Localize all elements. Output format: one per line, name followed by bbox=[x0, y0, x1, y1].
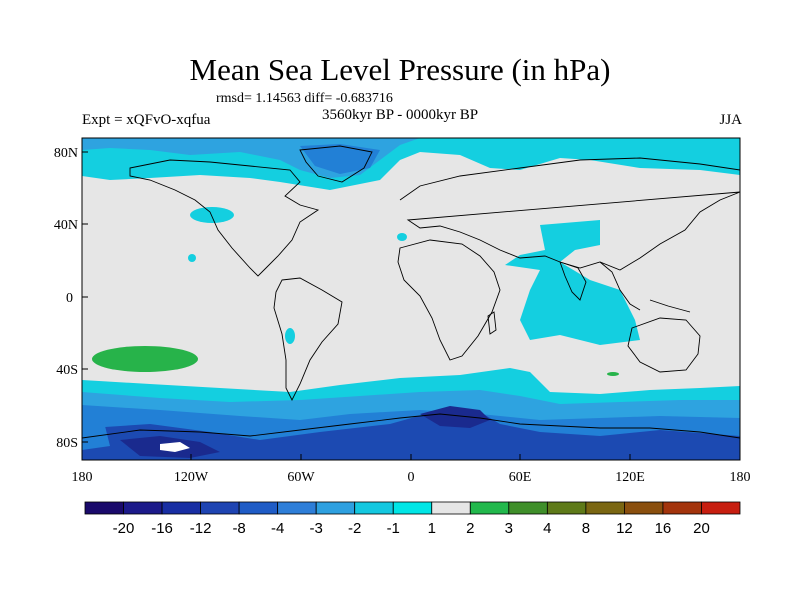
colorbar-label: 4 bbox=[543, 520, 551, 537]
peru-patch bbox=[285, 328, 295, 344]
coastlines bbox=[81, 145, 741, 439]
colorbar-label: -4 bbox=[271, 520, 284, 537]
south-pacific-positive-green bbox=[92, 346, 198, 372]
colorbar-label: -12 bbox=[190, 520, 212, 537]
lon-tick-120e: 120E bbox=[615, 470, 645, 485]
colorbar-labels: -20 -16 -12 -8 -4 -3 -2 -1 1 2 3 4 8 12 16 20 bbox=[113, 520, 710, 537]
colorbar-swatch bbox=[392, 501, 433, 515]
greenland-anomaly-blue bbox=[300, 144, 380, 174]
pacific-west-patch bbox=[188, 254, 196, 262]
colorbar-swatch bbox=[624, 501, 664, 515]
colorbar-swatch bbox=[315, 501, 356, 515]
south-indian-small-green bbox=[607, 372, 619, 376]
antarctic-anomaly-darkblue bbox=[82, 410, 740, 460]
weddell-anomaly-navy bbox=[420, 406, 490, 428]
colorbar-label: 20 bbox=[693, 520, 710, 537]
lon-tick-60e: 60E bbox=[509, 470, 532, 485]
india-coast bbox=[559, 261, 587, 301]
colorbar-swatch bbox=[701, 501, 741, 515]
siberia-anomaly-cyan bbox=[560, 140, 740, 152]
lat-tick-80s: 80S bbox=[56, 436, 78, 451]
pacific-north-patch bbox=[190, 207, 234, 223]
colorbar bbox=[84, 501, 741, 515]
colorbar-swatch bbox=[431, 501, 471, 515]
colorbar-swatch bbox=[200, 501, 240, 515]
colorbar-label: -1 bbox=[387, 520, 400, 537]
madagascar-coast bbox=[487, 311, 497, 335]
colorbar-swatch bbox=[161, 501, 201, 515]
australia-coast bbox=[627, 317, 701, 373]
period-label: 3560kyr BP - 0000kyr BP bbox=[322, 107, 479, 123]
colorbar-label: 3 bbox=[505, 520, 513, 537]
southeast-asia-coast bbox=[599, 261, 691, 313]
lon-tick-0: 0 bbox=[408, 470, 415, 485]
colorbar-swatch bbox=[277, 501, 317, 515]
colorbar-label: 1 bbox=[428, 520, 436, 537]
colorbar-swatch bbox=[469, 501, 510, 515]
lat-tick-40n: 40N bbox=[54, 218, 78, 233]
lon-tick-60w: 60W bbox=[287, 470, 315, 485]
colorbar-label: -2 bbox=[348, 520, 361, 537]
colorbar-swatch bbox=[123, 501, 163, 515]
colorbar-label: -16 bbox=[151, 520, 173, 537]
atlantic-small-patch bbox=[397, 233, 407, 241]
south-america-coast bbox=[273, 277, 343, 402]
ross-sea-white-patch bbox=[160, 442, 190, 452]
colorbar-label: 8 bbox=[582, 520, 590, 537]
map-plot-area: 80N 40N 0 40S 80S 180 120W 60W 0 60E 120… bbox=[54, 137, 751, 485]
colorbar-label: 12 bbox=[616, 520, 633, 537]
colorbar-label: 2 bbox=[466, 520, 474, 537]
indian-ocean-anomaly-cyan bbox=[505, 220, 640, 345]
africa-coast bbox=[397, 239, 501, 361]
lat-tick-80n: 80N bbox=[54, 146, 78, 161]
lat-tick-40s: 40S bbox=[56, 363, 78, 378]
far-west-blue bbox=[82, 426, 110, 450]
colorbar-swatch bbox=[238, 501, 279, 515]
lat-tick-0: 0 bbox=[66, 291, 73, 306]
north-america-coast bbox=[129, 159, 320, 277]
lon-tick-120w: 120W bbox=[174, 470, 209, 485]
experiment-label: Expt = xQFvO-xqfua bbox=[82, 112, 211, 128]
lon-tick-180-right: 180 bbox=[730, 470, 751, 485]
axis-ticks bbox=[82, 151, 631, 460]
colorbar-swatch bbox=[662, 501, 702, 515]
colorbar-label: -8 bbox=[232, 520, 245, 537]
map-title: Mean Sea Level Pressure (in hPa) bbox=[189, 52, 611, 87]
lon-tick-180-left: 180 bbox=[72, 470, 93, 485]
greenland-coast bbox=[299, 145, 373, 183]
rmsd-diff-stats: rmsd= 1.14563 diff= -0.683716 bbox=[216, 91, 393, 106]
antarctica-coast bbox=[81, 413, 741, 439]
colorbar-swatch bbox=[546, 501, 587, 515]
season-label: JJA bbox=[719, 112, 742, 128]
colorbar-swatch bbox=[354, 501, 394, 515]
colorbar-label: -3 bbox=[310, 520, 323, 537]
colorbar-label: 16 bbox=[655, 520, 672, 537]
colorbar-swatch bbox=[508, 501, 548, 515]
colorbar-swatch bbox=[84, 501, 124, 515]
colorbar-swatch bbox=[585, 501, 625, 515]
colorbar-label: -20 bbox=[113, 520, 135, 537]
